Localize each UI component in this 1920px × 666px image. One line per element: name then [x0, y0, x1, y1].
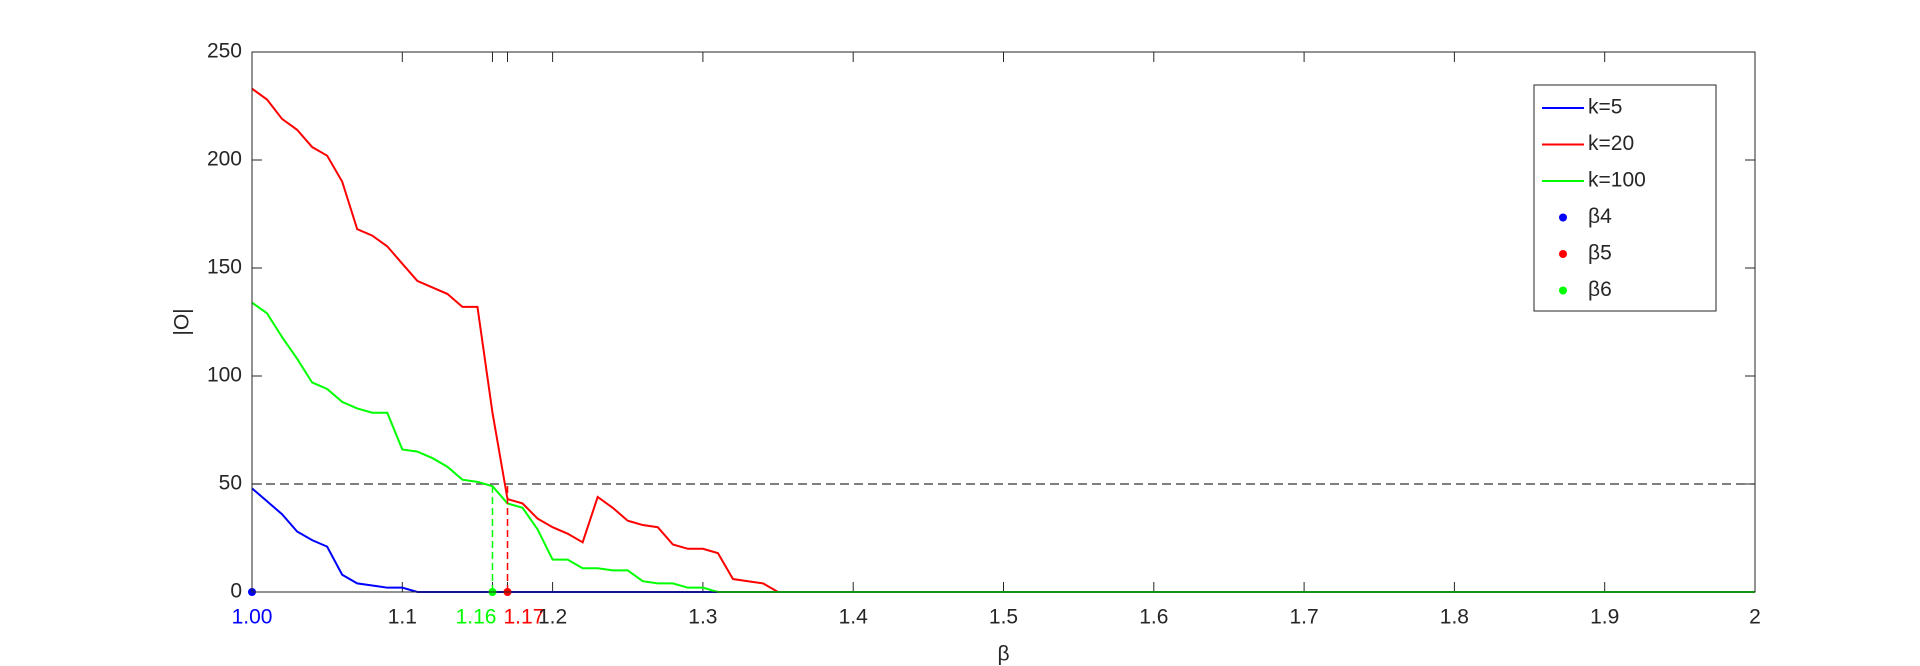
legend-swatch	[1559, 250, 1567, 258]
x-tick-label: 1.8	[1440, 606, 1469, 629]
x-tick-label: 1.16	[456, 606, 497, 629]
legend-swatch	[1559, 213, 1567, 222]
legend-label: β5	[1588, 242, 1612, 265]
legend-box	[1533, 84, 1717, 312]
x-tick-label: 2	[1749, 606, 1761, 629]
y-tick-label: 150	[207, 256, 242, 279]
y-axis-label: |O|	[171, 308, 194, 335]
legend-label: k=100	[1588, 169, 1646, 192]
x-tick-label: 1.2	[538, 606, 567, 629]
legend-label: β6	[1588, 278, 1612, 301]
data-line	[251, 87, 1755, 593]
x-tick-label: 1.6	[1139, 606, 1168, 629]
x-tick-label: 1.17	[504, 606, 545, 629]
y-tick-label: 50	[219, 472, 242, 495]
y-tick-label: 100	[207, 364, 242, 387]
legend-swatch	[1559, 286, 1567, 295]
x-tick-label: 1.3	[688, 606, 717, 629]
x-tick-label: 1.7	[1289, 606, 1318, 629]
data-line	[251, 301, 1755, 593]
x-tick-label: 1.5	[989, 606, 1018, 629]
legend-label: k=5	[1588, 96, 1622, 119]
y-tick-label: 250	[207, 40, 242, 63]
x-tick-label: 1.9	[1590, 606, 1619, 629]
x-axis-label: β	[997, 643, 1009, 666]
y-tick-label: 0	[230, 580, 242, 603]
legend-label: β4	[1588, 205, 1612, 228]
plot-frame	[251, 51, 1756, 593]
legend-label: k=20	[1588, 132, 1634, 155]
x-tick-label: 1.4	[839, 606, 869, 629]
x-tick-label: 1.00	[232, 606, 273, 629]
x-tick-label: 1.1	[388, 606, 417, 629]
y-tick-label: 200	[207, 148, 242, 171]
